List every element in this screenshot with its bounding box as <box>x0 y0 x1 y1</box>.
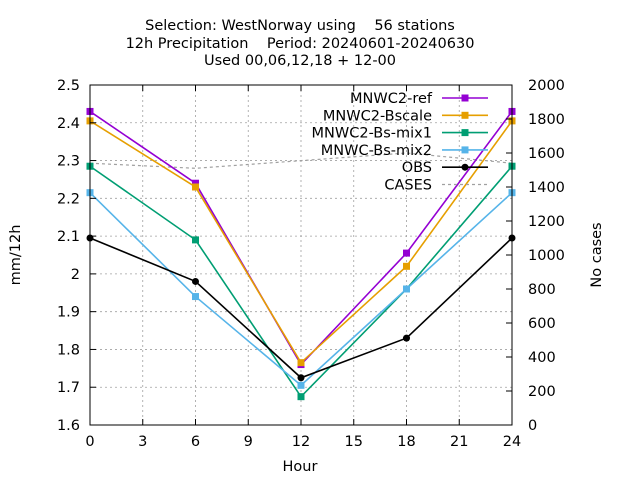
data-point-mnwc2-bs-mix1 <box>192 236 199 244</box>
data-point-mnwc2-ref <box>403 249 410 257</box>
y-tick-label: 2.1 <box>57 229 80 245</box>
x-tick-label: 12 <box>292 434 310 450</box>
x-tick-label: 21 <box>450 434 468 450</box>
legend-marker-mnwc2-bs-mix1 <box>461 129 469 137</box>
data-point-mnwc-bs-mix2 <box>192 293 199 301</box>
x-axis-label: Hour <box>283 459 318 475</box>
y-tick-label: 1.6 <box>57 418 80 434</box>
y2-tick-label: 1800 <box>528 112 565 128</box>
y-tick-label: 2.4 <box>57 116 80 132</box>
data-point-mnwc2-bs-mix1 <box>297 393 305 401</box>
legend-marker-mnwc2-bscale <box>461 111 469 119</box>
y2-tick-label: 200 <box>528 384 556 400</box>
y-tick-label: 1.8 <box>57 342 80 358</box>
y-tick-label: 2.3 <box>57 154 80 170</box>
cases-series-layer <box>89 152 513 169</box>
y2-tick-label: 2000 <box>528 78 565 94</box>
chart-title-line-2: 12h Precipitation Period: 20240601-20240… <box>126 36 475 52</box>
series-layer <box>86 107 516 401</box>
x-tick-label: 3 <box>138 434 147 450</box>
data-point-mnwc-bs-mix2 <box>297 381 305 389</box>
y2-tick-label: 1600 <box>528 146 565 162</box>
y2-tick-label: 400 <box>528 350 556 366</box>
legend-marker-mnwc2-ref <box>461 94 469 102</box>
legend-marker-mnwc-bs-mix2 <box>461 146 469 154</box>
y2-tick-label: 1200 <box>528 214 565 230</box>
legend-label-mnwc2-bscale: MNWC2-Bscale <box>323 108 432 124</box>
y-tick-label: 2.5 <box>57 78 80 94</box>
data-point-obs <box>192 277 199 285</box>
legend-label-mnwc2-bs-mix1: MNWC2-Bs-mix1 <box>312 126 432 142</box>
y-tick-label: 1.7 <box>57 380 80 396</box>
y-axis-label: mm/12h <box>8 225 24 286</box>
y2-axis-label: No cases <box>589 222 605 287</box>
series-line-cases <box>89 152 513 169</box>
chart-title-line-1: Selection: WestNorway using 56 stations <box>145 18 455 34</box>
legend-marker-obs <box>461 163 469 171</box>
y-tick-label: 2.2 <box>57 191 80 207</box>
data-point-obs <box>403 334 410 342</box>
data-point-mnwc2-ref <box>192 179 199 187</box>
y2-tick-label: 800 <box>528 282 556 298</box>
y-tick-label: 1.9 <box>57 305 80 321</box>
y2-tick-label: 1400 <box>528 180 565 196</box>
y-tick-label: 2 <box>71 267 80 283</box>
data-point-mnwc2-bscale <box>192 183 199 191</box>
x-tick-label: 0 <box>85 434 94 450</box>
x-tick-label: 6 <box>191 434 200 450</box>
y-axis-ticks: 1.6 1.7 1.8 1.9 2 2.1 2.2 2.3 2.4 2.5 <box>57 78 96 434</box>
y2-axis-ticks: 0 200 400 600 800 1000 1200 1400 1600 1800 2000 <box>506 78 565 434</box>
x-tick-label: 18 <box>397 434 415 450</box>
y2-tick-label: 600 <box>528 316 556 332</box>
x-tick-label: 15 <box>345 434 363 450</box>
chart-title-line-3: Used 00,06,12,18 + 12-00 <box>204 53 396 69</box>
legend-label-mnwc2-ref: MNWC2-ref <box>350 91 433 107</box>
x-tick-label: 9 <box>244 434 253 450</box>
legend-label-obs: OBS <box>402 160 432 176</box>
data-point-mnwc-bs-mix2 <box>403 285 410 293</box>
legend-label-mnwc-bs-mix2: MNWC-Bs-mix2 <box>321 143 432 159</box>
x-tick-label: 24 <box>503 434 521 450</box>
data-point-obs <box>297 374 305 382</box>
legend-label-cases: CASES <box>384 178 432 194</box>
y2-tick-label: 0 <box>528 418 537 434</box>
x-axis-ticks: 0 3 6 9 12 15 18 21 24 <box>85 85 521 450</box>
data-point-mnwc2-bscale <box>403 262 410 270</box>
y2-tick-label: 1000 <box>528 248 565 264</box>
data-point-mnwc2-bscale <box>297 359 305 367</box>
